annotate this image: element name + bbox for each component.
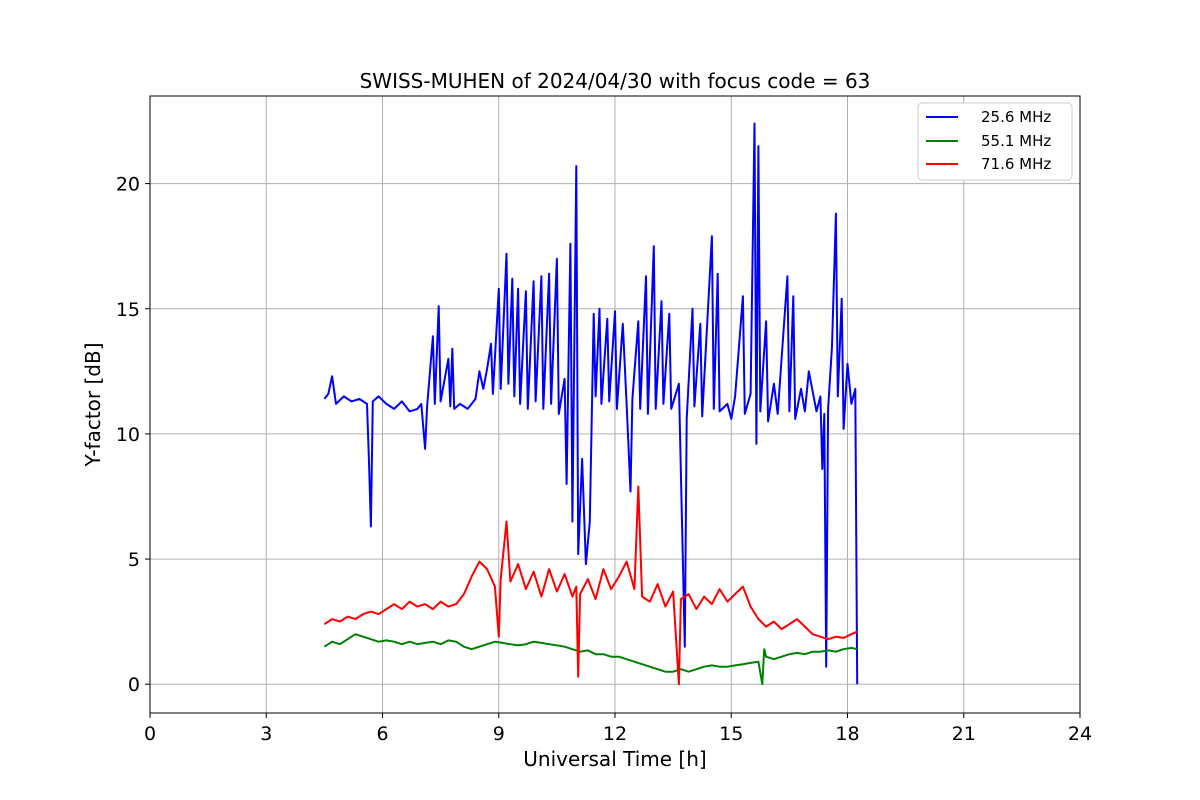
legend-label-25-6: 25.6 MHz (981, 108, 1051, 126)
legend-box (917, 102, 1073, 181)
x-tick-label: 9 (493, 723, 505, 745)
legend: 25.6 MHz 55.1 MHz 71.6 MHz (917, 102, 1073, 181)
ticks: 0 3 6 9 12 15 18 21 24 0 5 10 15 20 (116, 174, 1092, 745)
series-line-0 (323, 122, 859, 685)
x-tick-label: 6 (376, 723, 388, 745)
legend-label-55-1: 55.1 MHz (981, 132, 1051, 150)
x-tick-label: 18 (835, 723, 859, 745)
x-tick-label: 21 (952, 723, 976, 745)
y-tick-label: 10 (116, 424, 140, 446)
series-line-1 (323, 633, 858, 686)
x-tick-label: 15 (719, 723, 743, 745)
y-tick-label: 15 (116, 299, 140, 321)
y-tick-label: 5 (128, 549, 140, 571)
x-tick-label: 12 (603, 723, 627, 745)
series-layer (323, 122, 859, 686)
chart-title: SWISS-MUHEN of 2024/04/30 with focus cod… (360, 69, 871, 93)
x-axis-label: Universal Time [h] (523, 747, 706, 771)
x-tick-label: 3 (260, 723, 272, 745)
x-tick-label: 24 (1068, 723, 1092, 745)
legend-label-71-6: 71.6 MHz (981, 155, 1051, 173)
y-tick-label: 0 (128, 674, 140, 696)
series-line-2 (323, 485, 858, 686)
x-tick-label: 0 (144, 723, 156, 745)
y-axis-label: Y-factor [dB] (81, 342, 105, 467)
y-tick-label: 20 (116, 174, 140, 196)
